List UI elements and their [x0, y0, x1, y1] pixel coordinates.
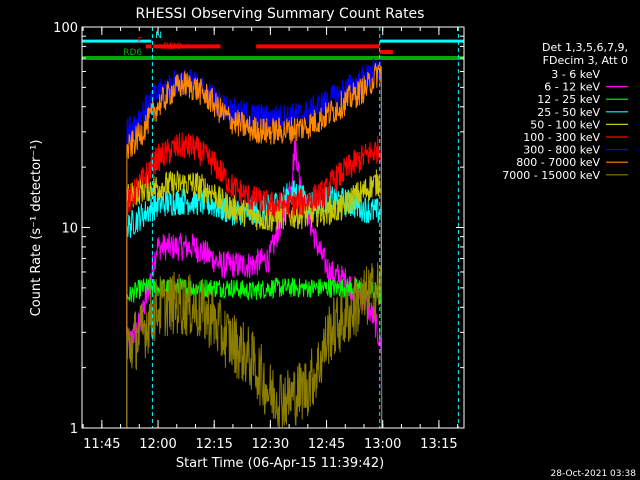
legend-label-7: 800 - 7000 keV [516, 156, 600, 169]
legend-header-0: Det 1,3,5,6,7,9, [542, 41, 628, 54]
series-line-5 [126, 132, 383, 429]
flag-label-f: F [138, 36, 143, 46]
series-group [126, 56, 383, 429]
series-line-4 [126, 169, 383, 429]
legend-header-1: FDecim 3, Att 0 [543, 54, 628, 67]
y-tick-label-1: 10 [61, 222, 78, 237]
chart-title: RHESSI Observing Summary Count Rates [136, 6, 425, 22]
series-line-8 [126, 262, 383, 429]
legend-label-6: 300 - 800 keV [523, 144, 600, 157]
y-axis-label: Count Rate (s⁻¹ detector⁻¹) [29, 140, 44, 317]
y-tick-label-2: 100 [53, 21, 78, 36]
legend: Det 1,3,5,6,7,9,FDecim 3, Att 03 - 6 keV… [502, 41, 628, 182]
flag-bars: N F RD0 RD6 [82, 31, 464, 61]
vertical-markers [151, 27, 459, 428]
series-line-6 [126, 56, 383, 429]
legend-label-4: 50 - 100 keV [530, 118, 600, 131]
legend-label-2: 12 - 25 keV [537, 93, 600, 106]
legend-label-0: 3 - 6 keV [551, 68, 600, 81]
x-tick-label-6: 13:15 [420, 437, 457, 452]
x-tick-label-3: 12:30 [252, 437, 289, 452]
flag-label-rd6: RD6 [123, 48, 142, 58]
flag-label-n: N [155, 31, 162, 41]
x-axis-label: Start Time (06-Apr-15 11:39:42) [176, 456, 384, 471]
x-tick-label-0: 11:45 [83, 437, 120, 452]
legend-label-1: 6 - 12 keV [544, 81, 600, 94]
x-tick-label-4: 12:45 [308, 437, 345, 452]
x-tick-label-2: 12:15 [195, 437, 232, 452]
legend-label-3: 25 - 50 keV [537, 106, 600, 119]
x-tick-label-1: 12:00 [139, 437, 176, 452]
footer-date: 28-Oct-2021 03:38 [551, 469, 637, 479]
legend-label-8: 7000 - 15000 keV [502, 169, 600, 182]
flag-label-rd0: RD0 [163, 42, 182, 52]
axes: 11:45 12:00 12:15 12:30 12:45 13:00 13:15 1 10 10… [53, 21, 465, 452]
series-line-1 [126, 138, 383, 429]
x-tick-label-5: 13:00 [364, 437, 401, 452]
series-line-3 [126, 180, 383, 429]
legend-label-5: 100 - 300 keV [523, 131, 600, 144]
series-line-7 [126, 63, 383, 429]
y-tick-label-0: 1 [70, 422, 78, 437]
